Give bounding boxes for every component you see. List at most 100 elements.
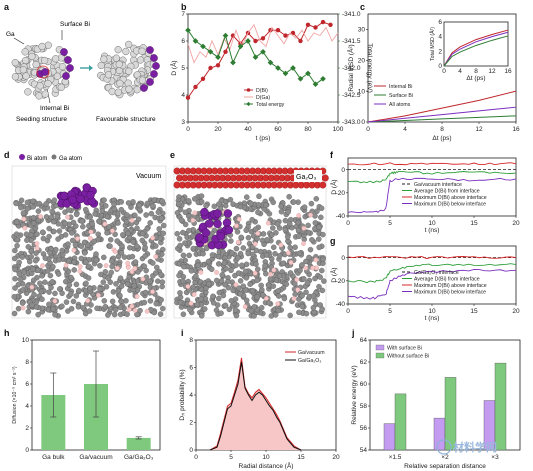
x-tick-label: 20: [332, 454, 340, 461]
ga-atom: [134, 225, 140, 231]
ga-atom: [270, 199, 276, 206]
category-label: Ga bulk: [42, 454, 65, 461]
highlight-atom: [140, 276, 146, 282]
legend-label: Ga/vacuum interface: [414, 182, 462, 188]
ga-atom: [222, 202, 229, 209]
ga-atom: [114, 88, 122, 96]
ga-atom: [69, 230, 75, 236]
ga-atom: [39, 273, 45, 279]
ga-atom: [19, 254, 26, 260]
ga-atom: [148, 210, 155, 217]
highlight-atom: [295, 287, 301, 293]
ga-atom: [159, 198, 165, 204]
ga-atom: [15, 305, 22, 312]
ga-atom: [47, 272, 54, 279]
chart-j: 54 56 58 60 62 64 Relative energy (eV) Relative…: [351, 337, 521, 470]
ga-atom: [11, 310, 18, 317]
legend-swatch: [375, 344, 385, 351]
ga-atom: [134, 243, 140, 249]
ga-atom: [71, 267, 77, 273]
y-tick-label: 0: [189, 447, 193, 454]
y-tick-label: 64: [360, 337, 368, 344]
ga-atom: [303, 310, 310, 317]
ga-atom: [316, 283, 322, 290]
ga-atom: [249, 216, 255, 223]
ga-atom: [59, 303, 65, 309]
bi-atom: [213, 219, 222, 229]
ga-atom: [45, 268, 51, 274]
ga-atom: [218, 310, 224, 316]
ga-atom: [243, 275, 250, 281]
ga-atom: [35, 311, 41, 318]
ga-atom: [56, 286, 63, 292]
ga-atom: [318, 214, 324, 221]
ga-atom: [270, 283, 277, 289]
ga-atom: [72, 242, 79, 248]
y-axis-label: D₇ᵢ probability (%): [179, 369, 186, 420]
ga-atom: [278, 208, 285, 215]
ga-atom: [292, 244, 298, 251]
data-point-energy: [185, 27, 191, 34]
highlight-atom: [150, 289, 155, 295]
category-label: ×1.5: [389, 454, 402, 461]
legend-label: All atoms: [389, 102, 411, 108]
ga-atom: [24, 205, 31, 212]
ga-atom: [287, 270, 294, 276]
ga-atom: [15, 281, 22, 288]
bi-atom: [195, 233, 204, 242]
internal-bi-label: Internal Bi: [40, 105, 69, 112]
ga-atom: [177, 290, 183, 296]
ga-atom: [177, 242, 183, 249]
ga-atom: [123, 219, 130, 225]
ga-atom: [240, 245, 247, 251]
ga-atom: [38, 42, 46, 51]
ga-atom: [108, 269, 115, 276]
highlight-atom: [85, 298, 91, 304]
legend-label: With surface Bi: [387, 346, 422, 352]
ga-atom: [25, 244, 32, 250]
ga-atom: [29, 302, 35, 309]
legend-label: Maximum D(Bi) above interface: [414, 195, 487, 201]
ga-atom: [87, 214, 93, 220]
ga-atom: [233, 262, 239, 268]
x-axis-label: Relative separation distance: [404, 463, 486, 470]
highlight-atom: [77, 268, 83, 274]
legend-label: Average D(Bi) from interface: [414, 277, 480, 283]
ga-atom: [277, 252, 283, 259]
ga-atom: [37, 280, 43, 287]
ga-atom: [203, 203, 209, 209]
y-tick-label: 6: [25, 381, 29, 388]
ga-atom: [114, 46, 122, 54]
highlight-atom: [301, 241, 306, 246]
ga-atom: [228, 238, 234, 244]
legend-label: Average D(Bi) from interface: [414, 189, 480, 195]
ga-atom: [263, 252, 270, 258]
ga-atom: [319, 287, 326, 294]
ga-atom: [141, 299, 148, 306]
data-point-energy: [230, 59, 236, 66]
ga-atom: [83, 259, 89, 265]
ga-atom: [237, 250, 244, 257]
highlight-atom: [286, 250, 291, 256]
ga-atom: [28, 248, 35, 254]
bi-atom: [146, 78, 154, 86]
legend-label: Ga/Ga₂O₃: [298, 358, 321, 364]
ga-atom: [19, 287, 26, 293]
panel-g-label: g: [330, 236, 336, 246]
panel-b-label: b: [181, 2, 187, 12]
ga-atom: [124, 281, 131, 287]
y-tick-label: 2: [25, 425, 29, 432]
highlight-atom: [288, 260, 294, 265]
ga-atom: [107, 236, 114, 243]
bi-atom: [86, 190, 95, 200]
data-point-dbi: [200, 76, 206, 82]
ga-atom: [51, 197, 58, 203]
ga-atom: [52, 311, 58, 318]
ga-atom: [155, 278, 161, 284]
y-tick-label: 10: [22, 337, 30, 344]
panel-c-label: c: [360, 2, 365, 12]
ga-atom: [202, 306, 208, 312]
ga-atom: [24, 88, 32, 96]
